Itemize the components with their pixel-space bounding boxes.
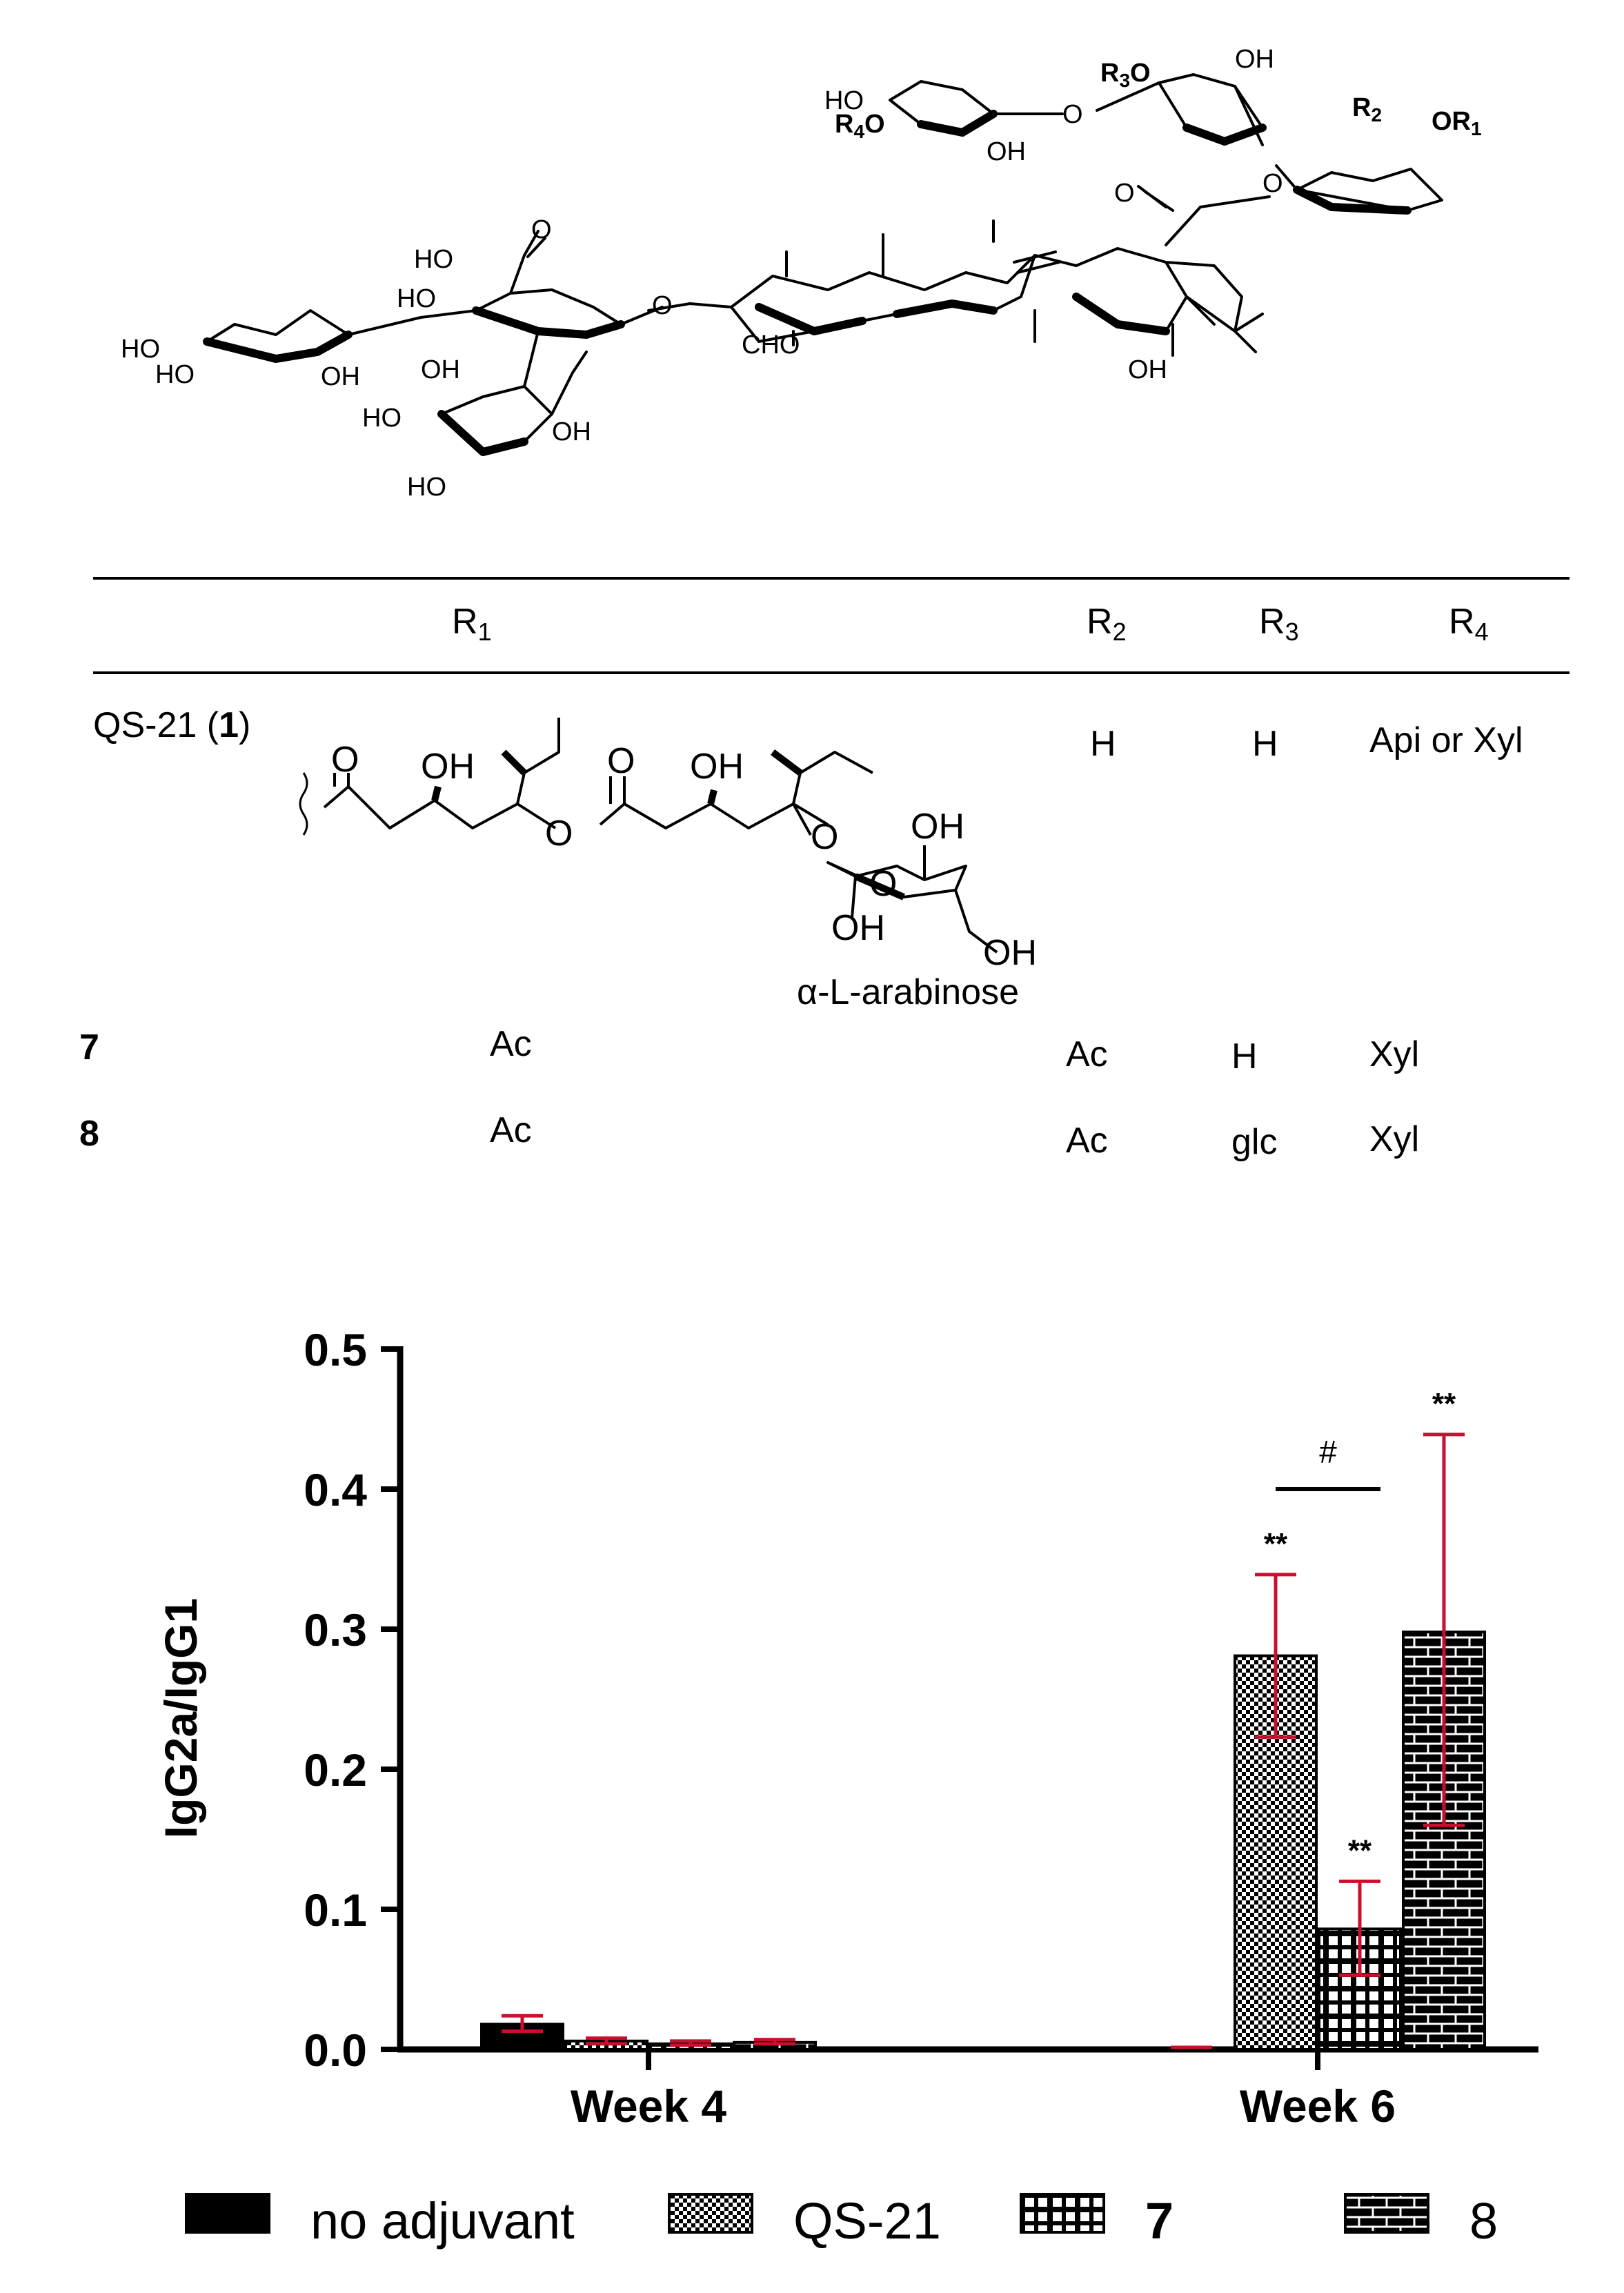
significance-label: ** bbox=[1432, 1387, 1456, 1421]
error-bars bbox=[502, 1433, 1465, 2049]
significance-marks: ** ** ** # bbox=[1264, 1387, 1456, 1868]
row-qs21-compound: QS-21 (1) bbox=[93, 705, 250, 745]
legend-label: 7 bbox=[1145, 2192, 1174, 2250]
row-qs21-compound-end: ) bbox=[239, 705, 250, 745]
r1-label-o1: O bbox=[331, 740, 359, 780]
y-axis: 0.0 0.1 0.2 0.3 0.4 0.5 bbox=[304, 1324, 404, 2076]
label-ho-glcA: HO bbox=[397, 284, 436, 313]
r1-label-oh2: OH bbox=[690, 747, 744, 787]
r1-label-o-ring: O bbox=[869, 864, 897, 904]
bar bbox=[1234, 1654, 1318, 2051]
header-r2-sub: 2 bbox=[1113, 618, 1127, 646]
legend-label: QS-21 bbox=[793, 2192, 941, 2250]
row-8-r2: Ac bbox=[1066, 1121, 1108, 1161]
legend: no adjuvant QS-21 7 8 bbox=[185, 2192, 1498, 2250]
bars bbox=[480, 1631, 1486, 2051]
comparison-symbol: # bbox=[1319, 1434, 1337, 1470]
label-or1: OR1 bbox=[1432, 107, 1482, 139]
x-tick-label: Week 6 bbox=[1240, 2080, 1396, 2132]
r1-label-sugar-name: α-L-arabinose bbox=[797, 972, 1019, 1012]
label-r3o: R3O bbox=[1100, 59, 1151, 91]
r1-label-oh-ara3: OH bbox=[983, 933, 1037, 973]
label-ho-gal: HO bbox=[362, 404, 402, 433]
legend-swatch bbox=[1020, 2193, 1105, 2234]
r1-acyl-chain bbox=[299, 718, 998, 954]
y-tick-label: 0.5 bbox=[304, 1324, 367, 1375]
legend-swatch bbox=[1344, 2193, 1429, 2234]
row-qs21-r2: H bbox=[1090, 724, 1116, 764]
label-oh-xyl-top: OH bbox=[987, 137, 1026, 166]
y-tick-label: 0.1 bbox=[304, 1884, 367, 1936]
header-r4-sub: 4 bbox=[1475, 618, 1489, 646]
row-7-r2: Ac bbox=[1066, 1034, 1108, 1074]
label-o-ester: O bbox=[1262, 169, 1283, 198]
row-qs21-r3: H bbox=[1252, 724, 1278, 764]
label-oh-gal: OH bbox=[552, 417, 591, 446]
r1-label-o-link1: O bbox=[545, 814, 573, 854]
label-oh-gal-top: OH bbox=[421, 355, 460, 384]
y-tick-label: 0.4 bbox=[304, 1464, 367, 1515]
row-7-r4: Xyl bbox=[1369, 1034, 1419, 1074]
y-tick-label: 0.0 bbox=[304, 2025, 367, 2076]
significance-label: ** bbox=[1348, 1833, 1372, 1867]
label-o-carbonyl: O bbox=[1114, 179, 1135, 208]
y-tick-label: 0.2 bbox=[304, 1744, 367, 1795]
legend-swatch bbox=[185, 2193, 270, 2234]
row-8-compound: 8 bbox=[79, 1114, 99, 1154]
header-r2: R2 bbox=[1087, 602, 1127, 646]
bar-chart: 0.00.10.20.30.40.5 Week 4 Week 6 ******# … bbox=[155, 1324, 1538, 2250]
row-7-r1: Ac bbox=[490, 1024, 532, 1064]
header-r1: R1 bbox=[452, 602, 492, 646]
row-8-r1: Ac bbox=[490, 1110, 532, 1150]
legend-label: no adjuvant bbox=[310, 2192, 575, 2250]
label-ho-xyl1: HO bbox=[121, 335, 160, 364]
label-r4o: R4O bbox=[835, 110, 885, 142]
header-r4: R4 bbox=[1449, 602, 1489, 646]
y-axis-label: IgG2a/IgG1 bbox=[155, 1598, 206, 1838]
row-qs21-r4: Api or Xyl bbox=[1369, 720, 1523, 760]
legend-label: 8 bbox=[1469, 2192, 1498, 2250]
row-7-r3: H bbox=[1231, 1036, 1258, 1076]
label-cho: CHO bbox=[742, 331, 800, 360]
label-o-glyc: O bbox=[652, 291, 673, 320]
header-r3-sub: 3 bbox=[1285, 618, 1299, 646]
x-axis: Week 4 Week 6 bbox=[397, 2046, 1538, 2132]
substituent-table: R1 R2 R3 R4 QS-21 (1) H H Api or Xyl O O… bbox=[79, 577, 1569, 1162]
header-r3: R3 bbox=[1259, 602, 1299, 646]
r1-label-o2: O bbox=[607, 741, 635, 781]
significance-label: ** bbox=[1264, 1527, 1288, 1561]
label-ho-gal-bot: HO bbox=[407, 473, 446, 502]
structure-labels: HO R4O OH O R3O OH R2 OR1 O O HO O HO O … bbox=[121, 45, 1482, 502]
r1-label-oh-ara1: OH bbox=[911, 807, 964, 847]
xylose-ring-left bbox=[206, 309, 350, 360]
bar bbox=[1402, 1631, 1486, 2051]
x-tick-label: Week 4 bbox=[571, 2080, 727, 2132]
galactose-ring bbox=[440, 385, 553, 453]
row-8-r3: glc bbox=[1231, 1122, 1277, 1162]
row-8-r4: Xyl bbox=[1369, 1119, 1419, 1159]
label-ho-xyl2: HO bbox=[155, 360, 195, 389]
header-r1-sub: 1 bbox=[478, 618, 492, 646]
y-tick-label: 0.3 bbox=[304, 1604, 367, 1655]
legend-swatch bbox=[668, 2193, 753, 2234]
saponin-structure bbox=[203, 73, 1443, 456]
row-7-compound: 7 bbox=[79, 1027, 99, 1067]
row-qs21-compound-number: 1 bbox=[219, 705, 239, 745]
label-o-link: O bbox=[1062, 100, 1083, 129]
label-r2o: R2 bbox=[1352, 93, 1382, 126]
r1-label-o-link2: O bbox=[811, 817, 838, 857]
label-ho-xyl-top: HO bbox=[824, 86, 864, 115]
row-qs21-compound-text: QS-21 ( bbox=[93, 705, 219, 745]
r1-label-oh1: OH bbox=[421, 747, 475, 787]
label-o-acid: O bbox=[531, 215, 552, 244]
label-oh-rha: OH bbox=[1235, 45, 1274, 74]
label-oh-agly: OH bbox=[1128, 355, 1167, 384]
r1-labels: O OH O OH O O OH O OH OH α-L-arabinose bbox=[331, 740, 1037, 1012]
r1-label-oh-ara2: OH bbox=[831, 908, 885, 948]
label-ho-acid: HO bbox=[414, 245, 453, 274]
label-oh-xyl: OH bbox=[321, 362, 360, 391]
